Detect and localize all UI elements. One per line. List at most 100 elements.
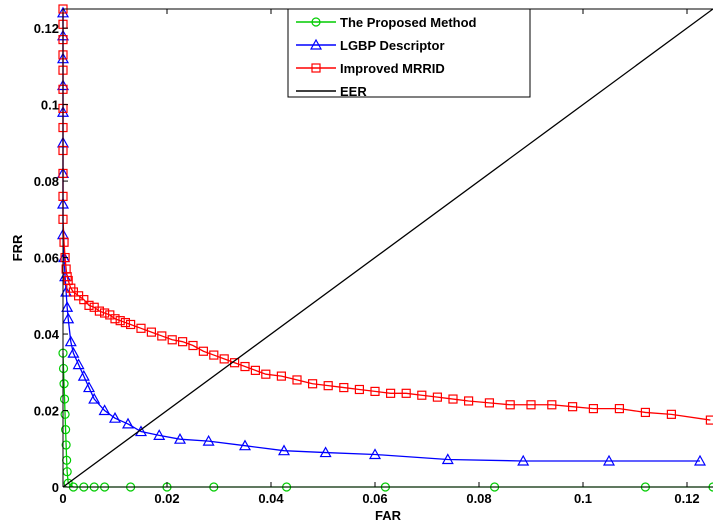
data-point <box>61 440 71 450</box>
data-point <box>484 398 494 408</box>
data-point <box>666 409 677 419</box>
data-point <box>157 331 167 341</box>
data-point <box>121 417 135 429</box>
y-axis-label: FRR <box>10 234 25 261</box>
y-tick-label: 0.08 <box>34 174 59 189</box>
y-tick-label: 0.02 <box>34 404 59 419</box>
data-point <box>588 404 599 414</box>
data-point <box>640 407 651 418</box>
data-point <box>308 379 318 389</box>
data-point <box>230 358 240 368</box>
data-point <box>441 453 454 465</box>
legend: The Proposed Method LGBP Descriptor Improv… <box>287 8 531 99</box>
data-point <box>219 354 229 364</box>
data-point <box>339 382 349 393</box>
data-point <box>64 335 77 347</box>
legend-entry: EER <box>296 84 367 99</box>
data-point <box>526 400 536 410</box>
data-point <box>464 396 474 406</box>
x-axis-label: FAR <box>375 508 402 523</box>
data-point <box>58 363 69 374</box>
data-point <box>238 439 252 451</box>
y-tick-label: 0.06 <box>34 251 59 266</box>
series-3 <box>62 8 713 488</box>
data-point <box>505 400 515 410</box>
data-point <box>136 323 146 333</box>
legend-label: LGBP Descriptor <box>340 38 445 53</box>
data-point <box>98 404 111 416</box>
data-point <box>88 392 101 404</box>
data-point <box>602 454 616 466</box>
data-point <box>120 317 131 328</box>
data-point <box>72 358 85 370</box>
data-point <box>62 312 75 324</box>
data-point <box>59 394 70 404</box>
x-tick-label: 0.12 <box>674 491 699 506</box>
data-point <box>61 301 74 312</box>
data-point <box>517 454 530 466</box>
x-tick-label: 0 <box>59 491 66 506</box>
data-point <box>60 252 70 263</box>
x-tick-label: 0.08 <box>466 491 491 506</box>
legend-box <box>287 8 531 98</box>
x-tick-label: 0.1 <box>574 491 592 506</box>
data-point <box>319 446 332 458</box>
legend-swatch-marker <box>309 38 323 50</box>
data-point <box>401 388 411 398</box>
x-tick-label: 0.02 <box>154 491 179 506</box>
y-tick-label: 0.04 <box>34 327 60 342</box>
data-point <box>370 386 380 396</box>
data-point <box>60 285 73 297</box>
data-point <box>110 314 120 324</box>
data-point <box>448 394 458 404</box>
data-point <box>153 429 166 440</box>
legend-entry: LGBP Descriptor <box>296 38 445 53</box>
data-point <box>354 384 364 395</box>
legend-label: Improved MRRID <box>340 61 445 76</box>
legend-label: EER <box>340 84 367 99</box>
legend-entry: The Proposed Method <box>296 15 477 30</box>
legend-swatch-marker <box>311 63 321 73</box>
data-point <box>99 308 110 318</box>
data-point <box>567 402 578 412</box>
y-tick-label: 0 <box>52 480 59 495</box>
legend-label: The Proposed Method <box>340 15 477 30</box>
ticks-layer: 0 0.02 0.04 0.06 0.08 0.1 0.12 0 0.02 0.04 0.06 0.0… <box>34 9 700 506</box>
data-point <box>178 337 188 347</box>
y-tick-label: 0.1 <box>41 98 59 113</box>
data-point <box>417 390 427 400</box>
data-point <box>693 454 707 466</box>
data-point <box>188 340 198 351</box>
data-point <box>59 379 69 389</box>
series-line <box>62 8 713 488</box>
data-point <box>59 237 69 247</box>
legend-entry: Improved MRRID <box>296 61 445 76</box>
data-point <box>547 400 557 410</box>
data-point <box>84 300 94 310</box>
data-point <box>67 346 80 358</box>
data-point <box>167 335 177 345</box>
legend-entries: The Proposed Method LGBP Descriptor Improv… <box>296 15 477 99</box>
data-point <box>250 365 260 375</box>
x-tick-label: 0.06 <box>362 491 387 506</box>
data-point <box>705 415 713 425</box>
y-tick-label: 0.12 <box>34 21 59 36</box>
data-point <box>614 404 625 414</box>
data-point <box>276 371 286 381</box>
data-point <box>209 350 219 360</box>
data-point <box>82 381 96 393</box>
data-point <box>323 381 333 391</box>
data-point <box>125 319 136 330</box>
data-point <box>173 432 187 444</box>
data-point <box>94 306 105 316</box>
data-point <box>115 316 125 326</box>
data-point <box>386 388 396 398</box>
data-point <box>77 369 90 381</box>
data-point <box>108 411 122 423</box>
data-point <box>79 295 89 305</box>
data-point <box>146 327 156 337</box>
data-point <box>261 369 271 379</box>
legend-swatch-marker <box>311 17 321 27</box>
data-point <box>202 434 215 446</box>
